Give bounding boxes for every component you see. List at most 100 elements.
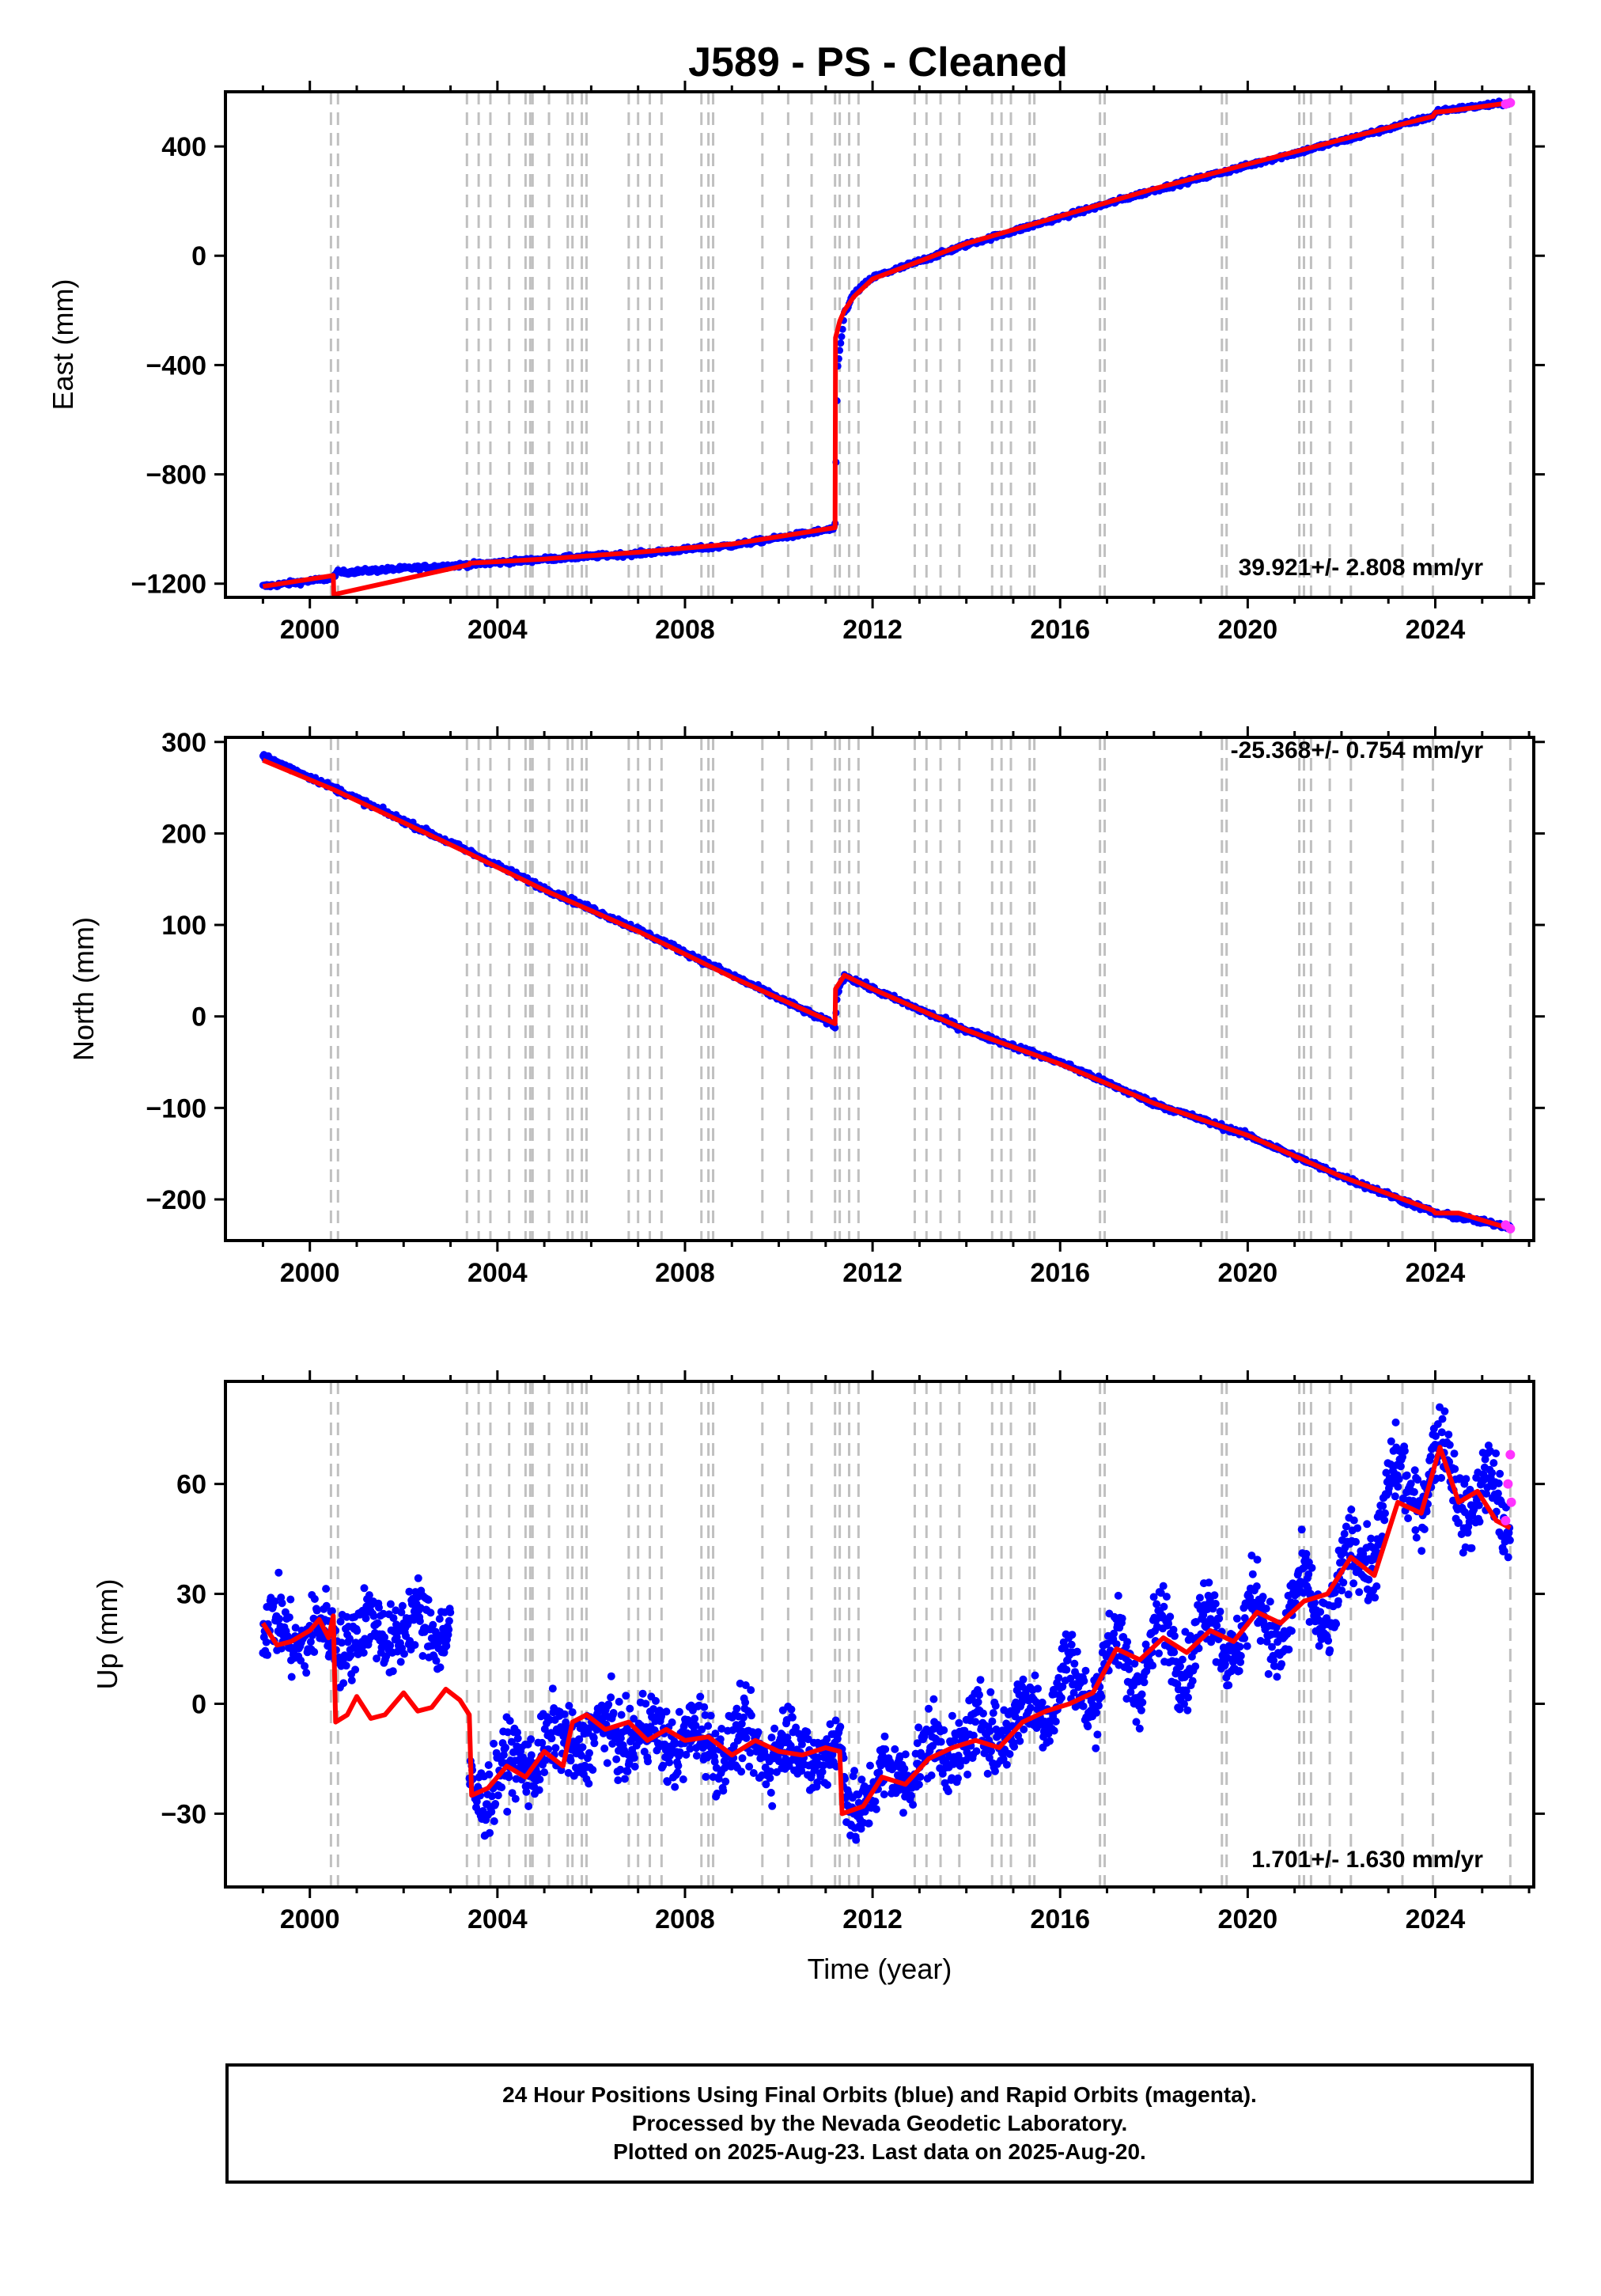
- velocity-label: 39.921+/- 2.808 mm/yr: [1239, 555, 1484, 581]
- data-point: [442, 1642, 451, 1650]
- data-point: [322, 1585, 331, 1593]
- data-point: [803, 1728, 812, 1736]
- data-point: [1195, 1593, 1204, 1602]
- data-point: [1084, 1722, 1092, 1731]
- data-point: [818, 1767, 827, 1776]
- east-panel: 2000 2004 2008 2012 2016 2020 2024−1200−800−40…: [47, 81, 1545, 645]
- data-point: [1304, 1570, 1313, 1578]
- data-point: [1277, 1660, 1286, 1669]
- data-point: [991, 1702, 1000, 1710]
- data-point: [1050, 1726, 1058, 1735]
- data-point: [770, 1724, 779, 1733]
- plot-frame: [224, 90, 1535, 599]
- data-point: [857, 1775, 866, 1784]
- data-point: [880, 1790, 888, 1798]
- data-point: [499, 1751, 508, 1760]
- data-point: [1363, 1520, 1372, 1529]
- data-point: [741, 1681, 750, 1689]
- data-point: [339, 1679, 348, 1688]
- data-point: [271, 1597, 279, 1605]
- data-point: [1391, 1418, 1400, 1426]
- data-point: [745, 1762, 754, 1771]
- data-point: [986, 1688, 995, 1696]
- data-point: [411, 1641, 419, 1650]
- data-point: [676, 1748, 684, 1756]
- data-point: [711, 1730, 720, 1738]
- data-point: [1256, 1637, 1265, 1645]
- data-point: [575, 1735, 584, 1744]
- data-point: [925, 1704, 933, 1713]
- data-point: [396, 1658, 405, 1666]
- data-point: [1180, 1699, 1188, 1708]
- data-point: [989, 1709, 997, 1718]
- data-point: [346, 1651, 355, 1660]
- data-point: [1130, 1659, 1139, 1668]
- data-point: [719, 1786, 728, 1795]
- data-point: [1308, 1563, 1316, 1572]
- data-point: [1067, 1640, 1076, 1649]
- y-tick-label: −1200: [131, 570, 207, 600]
- data-point: [1092, 1744, 1100, 1752]
- x-tick-label: 2020: [1218, 1258, 1278, 1288]
- data-point: [786, 1741, 795, 1750]
- model-line: [262, 758, 1512, 1231]
- data-point: [445, 1616, 453, 1625]
- data-point: [620, 1775, 629, 1783]
- data-point: [353, 1627, 361, 1635]
- data-point: [823, 1781, 831, 1789]
- data-point: [642, 1699, 650, 1708]
- data-point: [1287, 1627, 1296, 1635]
- x-tick-label: 2000: [280, 1258, 340, 1288]
- data-point: [1248, 1570, 1257, 1578]
- data-point: [698, 1725, 706, 1733]
- data-point: [976, 1676, 985, 1684]
- data-point: [1126, 1688, 1135, 1696]
- y-tick-label: 200: [161, 819, 206, 849]
- plot-title: J589 - PS - Cleaned: [688, 40, 1068, 85]
- x-tick-label: 2024: [1406, 615, 1466, 645]
- north-panel: 2000 2004 2008 2012 2016 2020 2024−200−1000100…: [67, 726, 1545, 1288]
- data-point: [1243, 1642, 1251, 1650]
- data-point: [838, 325, 846, 333]
- data-point: [568, 1708, 577, 1717]
- data-point: [1093, 1730, 1102, 1739]
- y-tick-label: 0: [191, 241, 206, 271]
- data-point: [713, 1789, 721, 1798]
- data-point: [365, 1591, 373, 1600]
- data-point: [1149, 1593, 1158, 1601]
- data-point: [400, 1650, 408, 1658]
- data-point: [1224, 1681, 1233, 1689]
- data-point: [498, 1783, 506, 1792]
- data-point: [386, 1641, 395, 1650]
- data-point: [1211, 1600, 1220, 1608]
- data-point: [916, 1773, 925, 1781]
- data-point: [342, 1661, 350, 1670]
- data-point: [347, 1676, 356, 1684]
- data-point: [508, 1789, 517, 1798]
- data-point: [503, 1807, 512, 1816]
- data-point: [415, 1617, 424, 1625]
- data-point: [285, 1613, 293, 1622]
- data-point: [1118, 1614, 1126, 1623]
- data-point: [1122, 1695, 1131, 1703]
- data-point: [1194, 1644, 1203, 1653]
- data-point: [788, 1713, 797, 1722]
- final-orbit-points: [259, 97, 1514, 591]
- data-point: [700, 1703, 709, 1711]
- data-point: [616, 1765, 625, 1774]
- data-point: [1340, 1529, 1349, 1538]
- data-point: [1252, 1582, 1261, 1590]
- rapid-orbit-points: [1501, 1220, 1516, 1233]
- data-point: [1094, 1701, 1103, 1710]
- data-point: [1297, 1525, 1306, 1534]
- data-point: [1381, 1509, 1389, 1517]
- data-point: [536, 1775, 544, 1784]
- data-point: [1069, 1688, 1078, 1697]
- data-point: [1046, 1737, 1054, 1745]
- data-point: [1057, 1693, 1065, 1702]
- data-point: [533, 1769, 542, 1778]
- data-point: [1170, 1631, 1179, 1640]
- data-point: [1216, 1608, 1224, 1616]
- data-point: [875, 1768, 884, 1777]
